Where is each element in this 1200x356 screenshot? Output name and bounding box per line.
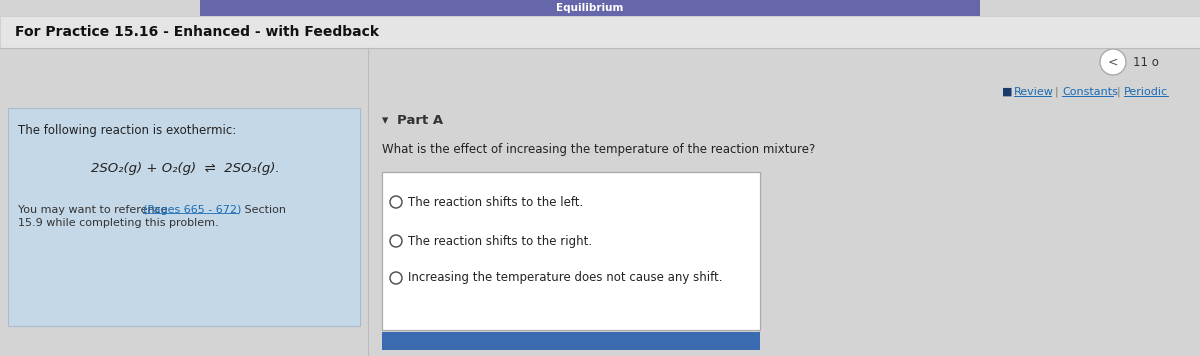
Text: The reaction shifts to the left.: The reaction shifts to the left.: [408, 195, 583, 209]
Text: 2SO₂(g) + O₂(g)  ⇌  2SO₃(g).: 2SO₂(g) + O₂(g) ⇌ 2SO₃(g).: [91, 162, 280, 175]
Text: (Pages 665 - 672): (Pages 665 - 672): [143, 205, 241, 215]
FancyBboxPatch shape: [382, 332, 760, 350]
Text: ▾: ▾: [382, 114, 389, 127]
Text: What is the effect of increasing the temperature of the reaction mixture?: What is the effect of increasing the tem…: [382, 143, 815, 156]
FancyBboxPatch shape: [200, 0, 980, 16]
Text: The following reaction is exothermic:: The following reaction is exothermic:: [18, 124, 236, 137]
Text: 11 o: 11 o: [1133, 56, 1159, 68]
Circle shape: [390, 272, 402, 284]
Text: Review: Review: [1014, 87, 1054, 97]
Text: Part A: Part A: [397, 114, 443, 127]
FancyBboxPatch shape: [0, 16, 1200, 48]
Text: ■: ■: [1002, 87, 1013, 97]
Text: You may want to reference: You may want to reference: [18, 205, 172, 215]
Text: |: |: [1055, 87, 1058, 97]
Text: For Practice 15.16 - Enhanced - with Feedback: For Practice 15.16 - Enhanced - with Fee…: [14, 25, 379, 39]
FancyBboxPatch shape: [382, 172, 760, 330]
Circle shape: [390, 235, 402, 247]
Text: Constants: Constants: [1062, 87, 1118, 97]
Text: 15.9 while completing this problem.: 15.9 while completing this problem.: [18, 218, 218, 228]
Text: The reaction shifts to the right.: The reaction shifts to the right.: [408, 235, 592, 247]
FancyBboxPatch shape: [8, 108, 360, 326]
Text: Equilibrium: Equilibrium: [557, 3, 624, 13]
Text: |: |: [1117, 87, 1121, 97]
Circle shape: [390, 196, 402, 208]
Circle shape: [1100, 49, 1126, 75]
Text: Increasing the temperature does not cause any shift.: Increasing the temperature does not caus…: [408, 272, 722, 284]
Text: <: <: [1108, 56, 1118, 68]
Text: Periodic: Periodic: [1124, 87, 1168, 97]
Text: Section: Section: [241, 205, 286, 215]
